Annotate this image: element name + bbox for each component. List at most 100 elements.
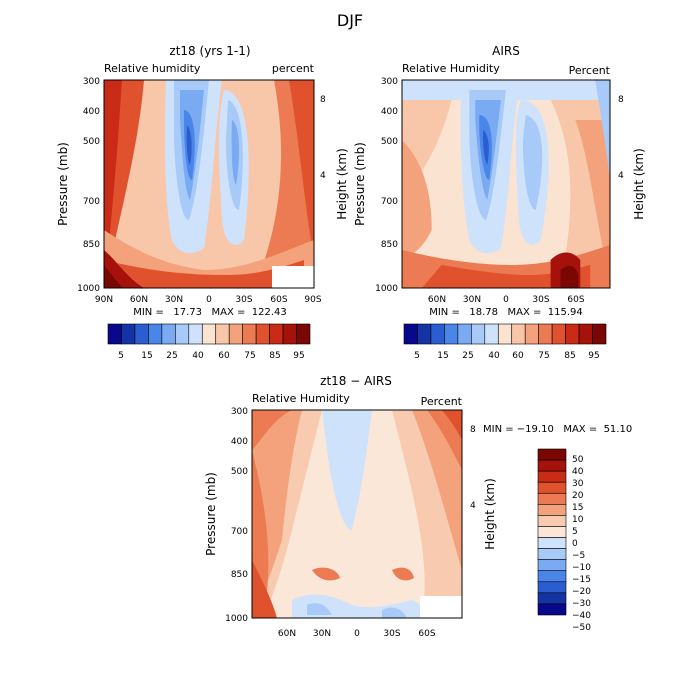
p1-colorbar-swatch-2 xyxy=(134,323,149,345)
p2-colorbar-swatch-3 xyxy=(444,323,459,345)
p2-rtick-4: 4 xyxy=(618,171,624,181)
p1-colorbar-swatch-8 xyxy=(215,323,230,345)
p1-cb-label-25: 25 xyxy=(166,351,177,361)
panel-model-title: zt18 (yrs 1-1) xyxy=(169,44,250,58)
p3-xtick-30s: 30S xyxy=(383,629,400,639)
p3-xtick-60s: 60S xyxy=(418,629,435,639)
p2-cb-label-15: 15 xyxy=(437,351,448,361)
p2-colorbar-swatch-5 xyxy=(471,323,486,345)
p1-ytick-300: 300 xyxy=(83,77,100,87)
p1-ytick-700: 700 xyxy=(83,197,100,207)
p1-rtick-8: 8 xyxy=(320,95,326,105)
p3-cb-label-50: 50 xyxy=(572,455,584,465)
p1-xtick-60s: 60S xyxy=(270,295,287,305)
p1-colorbar-swatch-12 xyxy=(269,323,284,345)
p3-xtick-60n: 60N xyxy=(278,629,296,639)
panel-model-subtitle-left: Relative humidity xyxy=(104,62,201,75)
p3-cb-label-0: 0 xyxy=(572,539,578,549)
p3-cb-label-minus50: −50 xyxy=(572,623,591,633)
p2-ytick-1000: 1000 xyxy=(375,284,398,294)
p3-colorbar-swatch-3 xyxy=(537,481,567,494)
p2-rtick-8: 8 xyxy=(618,95,624,105)
p2-colorbar-swatch-2 xyxy=(430,323,445,345)
p1-colorbar-swatch-3 xyxy=(148,323,163,345)
p3-colorbar-swatch-7 xyxy=(537,526,567,538)
p3-colorbar-swatch-14 xyxy=(537,603,567,616)
p1-colorbar-swatch-7 xyxy=(201,323,217,345)
p2-colorbar-swatch-10 xyxy=(538,323,553,345)
p3-rtick-8: 8 xyxy=(470,425,476,435)
p2-colorbar-swatch-14 xyxy=(592,323,607,345)
p2-colorbar-swatch-7 xyxy=(497,323,513,345)
p3-ylabel-right: Height (km) xyxy=(483,478,497,549)
panel-difference: zt18 − AIRS Relative Humidity Percent 30… xyxy=(204,374,632,639)
panel-diff-title: zt18 − AIRS xyxy=(320,374,392,388)
p1-colorbar-swatch-6 xyxy=(188,323,203,345)
p1-cb-label-75: 75 xyxy=(244,351,255,361)
p3-ytick-700: 700 xyxy=(231,527,248,537)
p3-colorbar-swatch-0 xyxy=(537,448,567,461)
p1-colorbar-swatch-13 xyxy=(282,323,297,345)
p3-cb-label-minus10: −10 xyxy=(572,563,591,573)
p2-ytick-500: 500 xyxy=(381,137,398,147)
p2-cb-label-25: 25 xyxy=(462,351,473,361)
p2-cb-label-75: 75 xyxy=(538,351,549,361)
p1-cb-label-95: 95 xyxy=(293,351,304,361)
p2-xtick-30s: 30S xyxy=(532,295,549,305)
p1-ytick-500: 500 xyxy=(83,137,100,147)
p1-xtick-30n: 30N xyxy=(165,295,183,305)
p2-colorbar-swatch-8 xyxy=(511,323,526,345)
p2-colorbar-swatch-1 xyxy=(417,323,432,345)
p3-cb-label-10: 10 xyxy=(572,515,584,525)
p3-cb-label-30: 30 xyxy=(572,479,584,489)
panel-model: zt18 (yrs 1-1) Relative humidity percent xyxy=(56,44,349,361)
p2-xtick-60n: 60N xyxy=(428,295,446,305)
figure-title: DJF xyxy=(337,11,363,30)
p2-xtick-60s: 60S xyxy=(567,295,584,305)
p3-ytick-300: 300 xyxy=(231,407,248,417)
p1-colorbar-swatch-9 xyxy=(228,323,243,345)
p2-ytick-300: 300 xyxy=(381,77,398,87)
panel-model-subtitle-right: percent xyxy=(272,62,315,75)
p1-cb-label-60: 60 xyxy=(218,351,230,361)
p2-minmax: MIN = 18.78 MAX = 115.94 xyxy=(429,307,583,318)
p1-cb-label-15: 15 xyxy=(141,351,152,361)
p2-xtick-30n: 30N xyxy=(463,295,481,305)
panel-airs-subtitle-left: Relative Humidity xyxy=(402,62,500,75)
p1-minmax: MIN = 17.73 MAX = 122.43 xyxy=(133,307,287,318)
p2-colorbar-swatch-12 xyxy=(565,323,580,345)
p2-ylabel: Pressure (mb) xyxy=(353,142,367,226)
p1-cb-label-40: 40 xyxy=(192,351,204,361)
p1-colorbar-swatch-0 xyxy=(107,323,122,345)
p3-colorbar-swatch-13 xyxy=(537,592,567,605)
p3-colorbar-swatch-10 xyxy=(537,559,567,572)
panel-diff-subtitle-left: Relative Humidity xyxy=(252,392,350,405)
p1-xtick-0: 0 xyxy=(206,295,212,305)
p3-colorbar-swatch-9 xyxy=(537,548,567,560)
p2-colorbar xyxy=(403,323,607,345)
p2-cb-label-5: 5 xyxy=(414,351,420,361)
p3-colorbar-swatch-2 xyxy=(537,470,567,483)
p2-xtick-0: 0 xyxy=(503,295,509,305)
p1-colorbar-swatch-11 xyxy=(255,323,270,345)
p2-cb-label-85: 85 xyxy=(564,351,575,361)
panel-model-heatmap xyxy=(104,80,314,288)
panel-airs-subtitle-right: Percent xyxy=(569,64,611,77)
p1-xtick-90s: 90S xyxy=(304,295,321,305)
p3-colorbar-swatch-12 xyxy=(537,581,567,594)
p2-cb-label-40: 40 xyxy=(488,351,500,361)
p3-colorbar-swatch-8 xyxy=(537,537,567,549)
p1-xtick-60n: 60N xyxy=(130,295,148,305)
p2-ytick-850: 850 xyxy=(381,240,398,250)
p3-cb-label-minus15: −15 xyxy=(572,575,591,585)
p2-ytick-700: 700 xyxy=(381,197,398,207)
p3-colorbar-swatch-6 xyxy=(537,515,567,527)
p3-cb-label-minus40: −40 xyxy=(572,611,591,621)
p2-colorbar-swatch-6 xyxy=(484,323,499,345)
p2-cb-label-60: 60 xyxy=(512,351,524,361)
p1-cb-label-85: 85 xyxy=(269,351,280,361)
p3-colorbar-swatch-4 xyxy=(537,492,567,505)
p2-cb-label-95: 95 xyxy=(588,351,599,361)
p3-ylabel: Pressure (mb) xyxy=(204,472,218,556)
p1-colorbar-swatch-14 xyxy=(296,323,311,345)
